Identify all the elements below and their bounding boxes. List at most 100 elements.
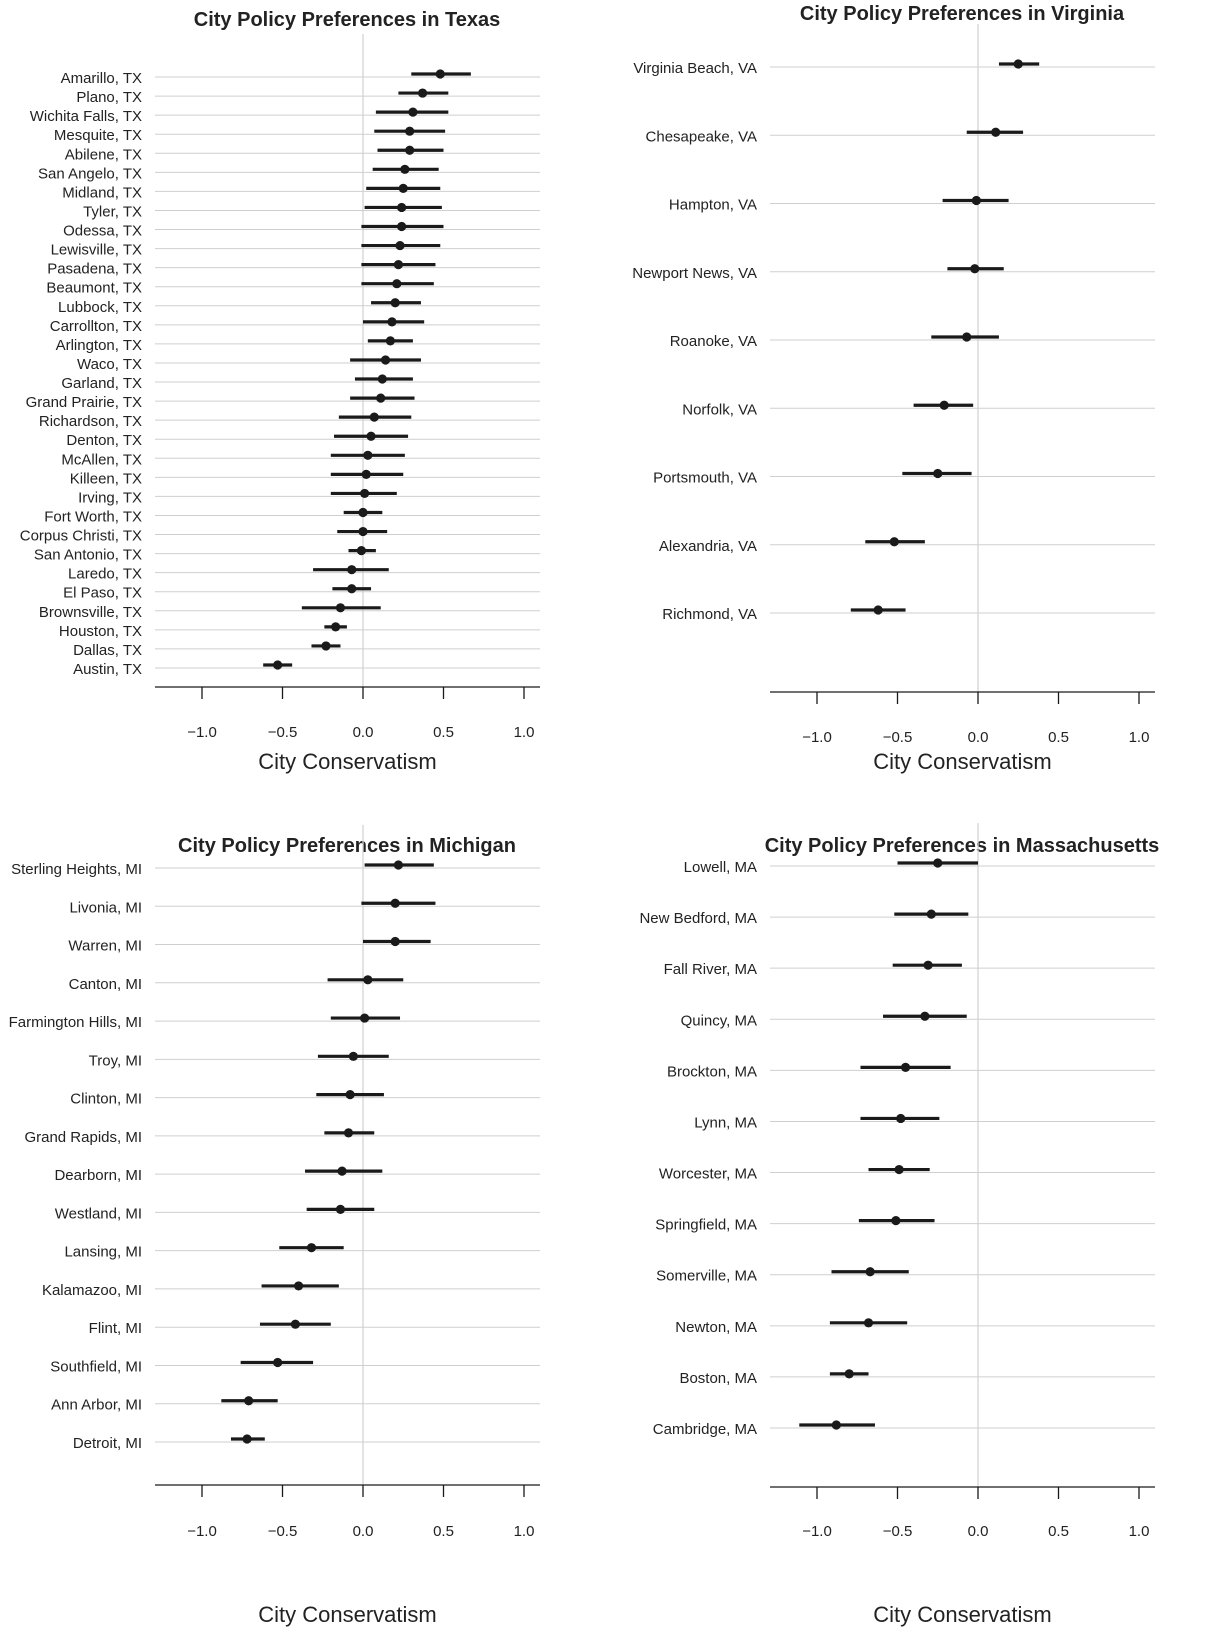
x-tick-label: 0.5 bbox=[433, 1523, 454, 1540]
point-estimate bbox=[348, 1051, 358, 1061]
category-label: Corpus Christi, TX bbox=[20, 528, 142, 545]
chart-panel: City Policy Preferences in Massachusetts… bbox=[639, 823, 1159, 1627]
x-tick-label: 1.0 bbox=[1129, 729, 1150, 746]
point-estimate bbox=[390, 298, 400, 308]
point-estimate bbox=[360, 488, 370, 499]
chart-title: City Policy Preferences in Michigan bbox=[178, 835, 516, 857]
category-label: San Antonio, TX bbox=[34, 547, 142, 564]
point-estimate bbox=[926, 909, 936, 919]
category-label: Tyler, TX bbox=[83, 203, 142, 220]
point-estimate bbox=[321, 641, 331, 651]
point-estimate bbox=[991, 127, 1001, 137]
category-label: Waco, TX bbox=[77, 356, 142, 373]
point-estimate bbox=[894, 1164, 904, 1175]
category-label: McAllen, TX bbox=[61, 451, 142, 468]
point-estimate bbox=[405, 126, 415, 136]
category-label: Lynn, MA bbox=[694, 1114, 757, 1131]
category-label: Warren, MI bbox=[68, 938, 142, 955]
category-label: Dallas, TX bbox=[73, 642, 142, 659]
point-estimate bbox=[400, 164, 410, 174]
x-tick-label: −1.0 bbox=[802, 729, 832, 746]
category-label: Flint, MI bbox=[89, 1320, 142, 1337]
x-tick-label: 0.0 bbox=[968, 729, 989, 746]
category-label: Dearborn, MI bbox=[54, 1167, 142, 1184]
chart-panel: City Policy Preferences in Virginia Virgi… bbox=[632, 3, 1155, 774]
category-label: Troy, MI bbox=[89, 1052, 142, 1069]
point-estimate bbox=[290, 1319, 300, 1329]
category-label: Somerville, MA bbox=[656, 1268, 757, 1285]
category-label: Clinton, MI bbox=[70, 1091, 142, 1108]
category-label: Norfolk, VA bbox=[682, 401, 757, 418]
category-label: Westland, MI bbox=[55, 1205, 142, 1222]
point-estimate bbox=[360, 1013, 370, 1023]
point-estimate bbox=[398, 183, 408, 193]
category-label: Roanoke, VA bbox=[670, 333, 757, 350]
point-estimate bbox=[1013, 59, 1023, 69]
point-estimate bbox=[395, 240, 405, 251]
category-label: Odessa, TX bbox=[63, 223, 142, 240]
category-label: Fort Worth, TX bbox=[44, 508, 142, 525]
x-axis-label: City Conservatism bbox=[258, 1602, 436, 1627]
x-tick-label: 0.0 bbox=[968, 1523, 989, 1540]
category-label: Richardson, TX bbox=[39, 413, 142, 430]
x-tick-label: −1.0 bbox=[187, 1523, 217, 1540]
point-estimate bbox=[244, 1396, 254, 1406]
point-estimate bbox=[337, 1166, 347, 1176]
category-label: Detroit, MI bbox=[73, 1435, 142, 1452]
category-label: Lubbock, TX bbox=[58, 299, 142, 316]
x-tick-label: 1.0 bbox=[1129, 1523, 1150, 1540]
category-label: Newton, MA bbox=[675, 1319, 757, 1336]
category-label: Southfield, MI bbox=[50, 1358, 142, 1375]
point-estimate bbox=[347, 584, 357, 594]
x-tick-label: 0.0 bbox=[353, 1523, 374, 1540]
x-axis-label: City Conservatism bbox=[258, 749, 436, 774]
point-estimate bbox=[366, 431, 376, 441]
category-label: El Paso, TX bbox=[63, 585, 142, 602]
category-label: Grand Rapids, MI bbox=[24, 1129, 142, 1146]
point-estimate bbox=[900, 1062, 911, 1072]
point-estimate bbox=[390, 898, 400, 908]
category-label: Ann Arbor, MI bbox=[51, 1397, 142, 1414]
point-estimate bbox=[273, 660, 283, 670]
chart-title: City Policy Preferences in Massachusetts bbox=[765, 835, 1160, 857]
category-label: Garland, TX bbox=[61, 375, 142, 392]
point-estimate bbox=[933, 858, 943, 868]
category-label: Wichita Falls, TX bbox=[30, 108, 142, 125]
category-label: Brownsville, TX bbox=[39, 604, 142, 621]
category-label: Virginia Beach, VA bbox=[633, 60, 757, 77]
point-estimate bbox=[242, 1434, 252, 1444]
category-label: Irving, TX bbox=[78, 489, 142, 506]
category-label: Chesapeake, VA bbox=[646, 128, 757, 145]
category-label: Worcester, MA bbox=[659, 1166, 757, 1183]
point-estimate bbox=[363, 450, 373, 460]
point-estimate bbox=[971, 195, 981, 206]
category-label: Pasadena, TX bbox=[47, 261, 142, 278]
category-label: Abilene, TX bbox=[65, 146, 142, 163]
point-estimate bbox=[380, 355, 391, 365]
point-estimate bbox=[920, 1011, 930, 1021]
category-label: Houston, TX bbox=[59, 623, 142, 640]
category-label: Laredo, TX bbox=[68, 566, 142, 583]
point-estimate bbox=[343, 1128, 354, 1138]
x-tick-label: 1.0 bbox=[514, 1523, 535, 1540]
category-label: Sterling Heights, MI bbox=[11, 861, 142, 878]
point-estimate bbox=[889, 537, 899, 547]
point-estimate bbox=[844, 1369, 854, 1379]
point-estimate bbox=[358, 526, 368, 537]
category-label: Denton, TX bbox=[66, 432, 142, 449]
point-estimate bbox=[397, 202, 407, 213]
point-estimate bbox=[939, 400, 949, 410]
point-estimate bbox=[358, 507, 368, 518]
point-estimate bbox=[392, 279, 402, 289]
x-tick-label: 0.5 bbox=[433, 724, 454, 741]
category-label: Quincy, MA bbox=[681, 1012, 757, 1029]
category-label: Lewisville, TX bbox=[51, 242, 142, 259]
category-label: Alexandria, VA bbox=[659, 538, 757, 555]
point-estimate bbox=[361, 469, 371, 479]
point-estimate bbox=[376, 393, 386, 403]
x-axis-label: City Conservatism bbox=[873, 749, 1051, 774]
category-label: Brockton, MA bbox=[667, 1063, 757, 1080]
category-label: Livonia, MI bbox=[69, 899, 142, 916]
category-label: Richmond, VA bbox=[662, 606, 757, 623]
